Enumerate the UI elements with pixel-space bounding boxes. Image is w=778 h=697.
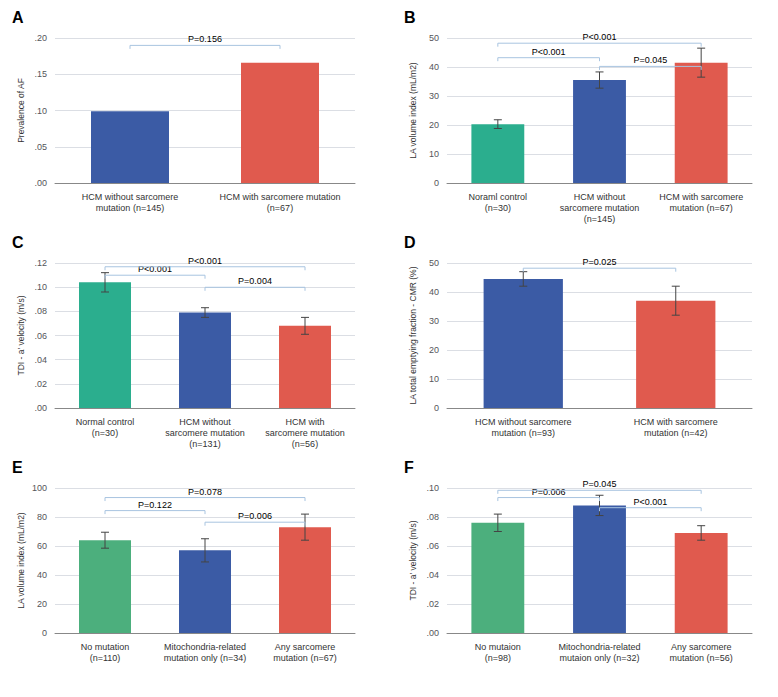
svg-text:.10: .10: [426, 483, 439, 493]
svg-text:mutation (n=67): mutation (n=67): [273, 653, 336, 663]
svg-text:No mutaion: No mutaion: [475, 642, 521, 652]
svg-text:(n=98): (n=98): [485, 653, 511, 663]
svg-text:.02: .02: [34, 379, 47, 389]
svg-text:P<0.001: P<0.001: [188, 256, 222, 266]
svg-text:HCM with sarcomere: HCM with sarcomere: [634, 417, 718, 427]
svg-text:P<0.001: P<0.001: [633, 497, 667, 507]
svg-text:.00: .00: [426, 628, 439, 638]
svg-text:10: 10: [429, 149, 439, 159]
svg-text:sarcomere mutation: sarcomere mutation: [560, 203, 640, 213]
svg-text:20: 20: [37, 599, 47, 609]
svg-text:No mutation: No mutation: [81, 642, 130, 652]
svg-text:.00: .00: [34, 403, 47, 413]
svg-text:TDI - a' velocity (m/s): TDI - a' velocity (m/s): [16, 295, 26, 375]
svg-text:P=0.045: P=0.045: [633, 55, 667, 65]
svg-text:0: 0: [42, 628, 47, 638]
svg-text:sarcomere mutation: sarcomere mutation: [265, 428, 345, 438]
svg-text:P<0.001: P<0.001: [138, 264, 172, 274]
svg-text:P=0.156: P=0.156: [188, 34, 222, 44]
svg-text:B: B: [404, 9, 416, 26]
svg-text:.12: .12: [34, 258, 47, 268]
svg-text:20: 20: [429, 120, 439, 130]
svg-text:60: 60: [37, 541, 47, 551]
svg-text:Any sarcomere: Any sarcomere: [275, 642, 336, 652]
svg-text:Mitochondria-related: Mitochondria-related: [164, 642, 246, 652]
svg-text:HCM without: HCM without: [179, 417, 231, 427]
svg-text:Noraml control: Noraml control: [469, 192, 528, 202]
svg-text:C: C: [12, 234, 24, 251]
svg-text:100: 100: [32, 483, 47, 493]
svg-text:mutation (n=145): mutation (n=145): [96, 203, 164, 213]
svg-text:HCM without: HCM without: [574, 192, 626, 202]
svg-text:40: 40: [429, 287, 439, 297]
svg-text:HCM without sarcomere: HCM without sarcomere: [475, 417, 572, 427]
svg-text:HCM without sarcomere: HCM without sarcomere: [82, 192, 179, 202]
svg-text:A: A: [12, 9, 24, 26]
svg-text:40: 40: [37, 570, 47, 580]
svg-text:.15: .15: [34, 69, 47, 79]
svg-text:.04: .04: [426, 570, 439, 580]
svg-text:30: 30: [429, 316, 439, 326]
svg-text:P=0.006: P=0.006: [532, 487, 566, 497]
svg-text:40: 40: [429, 62, 439, 72]
svg-text:80: 80: [37, 512, 47, 522]
svg-text:(n=30): (n=30): [485, 203, 511, 213]
svg-text:50: 50: [429, 258, 439, 268]
svg-text:(n=56): (n=56): [292, 439, 318, 449]
svg-text:mutaion only (n=32): mutaion only (n=32): [560, 653, 640, 663]
svg-text:10: 10: [429, 374, 439, 384]
svg-text:sarcomere mutation: sarcomere mutation: [165, 428, 245, 438]
svg-text:HCM with: HCM with: [285, 417, 324, 427]
svg-text:HCM with sarcomere mutation: HCM with sarcomere mutation: [219, 192, 340, 202]
svg-text:Any sarcomere: Any sarcomere: [671, 642, 732, 652]
svg-text:TDI - a' velocity (m/s): TDI - a' velocity (m/s): [408, 520, 418, 600]
svg-text:mutation (n=93): mutation (n=93): [492, 428, 555, 438]
svg-text:Prevalence of AF: Prevalence of AF: [16, 78, 26, 143]
svg-text:.10: .10: [34, 282, 47, 292]
svg-text:.10: .10: [34, 106, 47, 116]
svg-text:P=0.078: P=0.078: [188, 487, 222, 497]
svg-text:mutation (n=67): mutation (n=67): [670, 203, 733, 213]
svg-text:Normal control: Normal control: [76, 417, 135, 427]
svg-text:.20: .20: [34, 33, 47, 43]
svg-text:P=0.122: P=0.122: [138, 500, 172, 510]
svg-text:F: F: [404, 459, 414, 476]
svg-text:E: E: [12, 459, 23, 476]
svg-text:.06: .06: [34, 331, 47, 341]
svg-text:D: D: [404, 234, 416, 251]
svg-text:P=0.045: P=0.045: [583, 479, 617, 489]
svg-text:.08: .08: [426, 512, 439, 522]
svg-text:(n=145): (n=145): [584, 214, 615, 224]
svg-text:P<0.001: P<0.001: [532, 47, 566, 57]
svg-text:mutation (n=42): mutation (n=42): [644, 428, 707, 438]
svg-text:(n=30): (n=30): [92, 428, 118, 438]
svg-text:.00: .00: [34, 178, 47, 188]
svg-text:mutation only (n=34): mutation only (n=34): [164, 653, 246, 663]
svg-text:P<0.001: P<0.001: [583, 32, 617, 42]
svg-text:P=0.006: P=0.006: [238, 511, 272, 521]
svg-text:mutation (n=56): mutation (n=56): [670, 653, 733, 663]
svg-text:50: 50: [429, 33, 439, 43]
svg-text:0: 0: [434, 178, 439, 188]
svg-text:HCM with sarcomere: HCM with sarcomere: [659, 192, 743, 202]
svg-text:30: 30: [429, 91, 439, 101]
svg-text:LA volume index (mL/m2): LA volume index (mL/m2): [408, 62, 418, 159]
svg-text:(n=131): (n=131): [189, 439, 220, 449]
svg-text:P=0.004: P=0.004: [238, 276, 272, 286]
svg-text:.08: .08: [34, 306, 47, 316]
svg-text:LA total emptying fraction - C: LA total emptying fraction - CMR (%): [408, 266, 418, 404]
svg-text:20: 20: [429, 345, 439, 355]
svg-text:.06: .06: [426, 541, 439, 551]
svg-text:(n=67): (n=67): [267, 203, 293, 213]
svg-text:.05: .05: [34, 142, 47, 152]
svg-text:LA volume index (mL/m2): LA volume index (mL/m2): [16, 512, 26, 609]
svg-text:.02: .02: [426, 599, 439, 609]
svg-text:.04: .04: [34, 355, 47, 365]
svg-text:(n=110): (n=110): [90, 653, 121, 663]
svg-text:P=0.025: P=0.025: [583, 257, 617, 267]
svg-text:0: 0: [434, 403, 439, 413]
svg-text:Mitochondria-related: Mitochondria-related: [558, 642, 640, 652]
